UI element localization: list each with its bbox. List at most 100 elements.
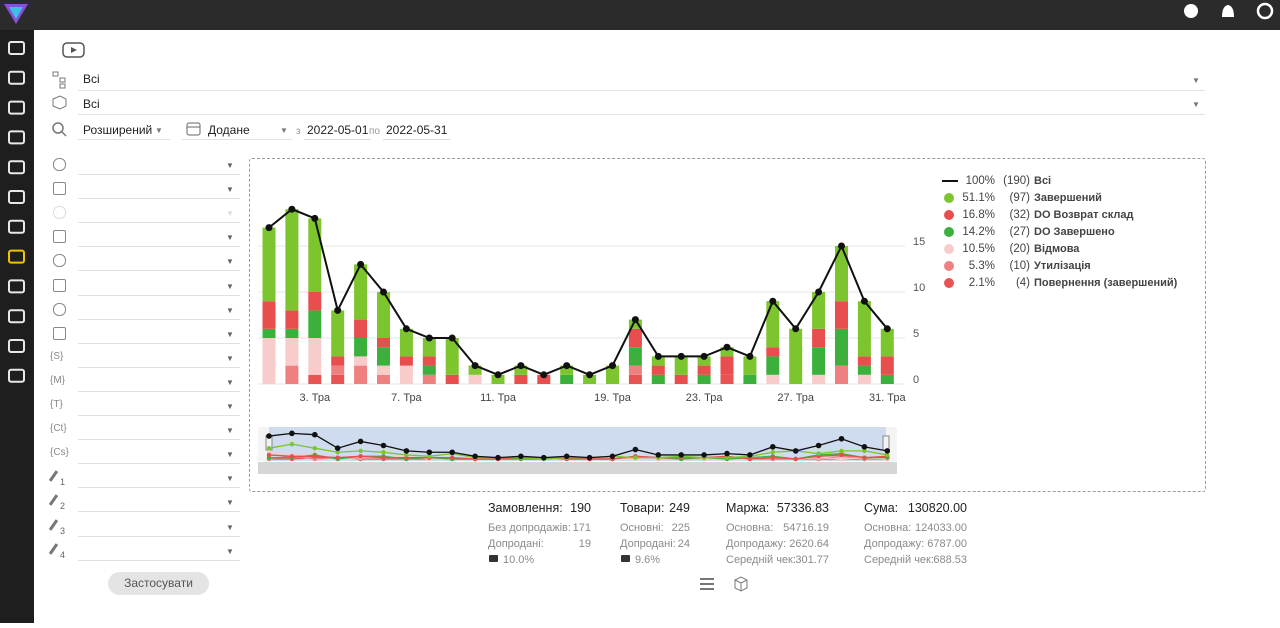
total-point [494, 371, 502, 379]
product-select[interactable]: Всі [83, 97, 100, 111]
navigator-point [770, 455, 775, 460]
bar-segment [857, 374, 871, 384]
bar-segment [628, 374, 642, 384]
nav-icon[interactable] [8, 309, 25, 324]
dropdown-arrow[interactable]: ▼ [226, 233, 234, 243]
x-tick-label: 11. Тра [480, 392, 517, 404]
scope-select[interactable]: Всі [83, 72, 100, 86]
bar-segment [285, 338, 299, 366]
nav-icon[interactable] [8, 279, 25, 294]
list-icon[interactable] [700, 578, 714, 590]
dropdown-arrow[interactable]: ▼ [226, 185, 234, 195]
bar-segment [766, 347, 780, 357]
dropdown-arrow[interactable]: ▼ [226, 402, 234, 411]
nav-icon[interactable] [8, 160, 25, 175]
dropdown-arrow[interactable]: ▼ [226, 522, 234, 532]
dropdown-arrow[interactable]: ▼ [226, 474, 234, 484]
nav-icon[interactable] [8, 190, 25, 204]
navigator-point [815, 442, 822, 449]
nav-icon[interactable] [8, 130, 25, 145]
navigator-point [563, 453, 570, 460]
total-point [265, 224, 273, 232]
dropdown-arrow[interactable]: ▼ [226, 353, 234, 363]
legend-name[interactable]: Повернення (завершений) [1034, 277, 1178, 289]
apply-button[interactable]: Застосувати [108, 572, 209, 595]
bell-icon[interactable] [1222, 5, 1234, 17]
dropdown-arrow[interactable]: ▼ [1192, 76, 1200, 85]
navigator-handle[interactable] [882, 435, 890, 451]
total-point [540, 371, 548, 379]
nav-icon[interactable] [8, 249, 25, 264]
profile-icon[interactable] [1184, 4, 1198, 18]
underline [78, 90, 1205, 91]
dropdown-arrow[interactable]: ▼ [226, 450, 234, 460]
bar-segment [377, 374, 390, 384]
nav-icon[interactable] [8, 100, 25, 115]
bar-segment [308, 374, 322, 384]
x-tick-label: 3. Тра [300, 392, 331, 404]
legend-name[interactable]: DO Возврат склад [1034, 209, 1133, 221]
dropdown-arrow[interactable]: ▼ [226, 281, 234, 291]
bar-segment [812, 328, 826, 348]
bar-segment [331, 374, 345, 384]
dropdown-arrow[interactable]: ▼ [226, 546, 234, 556]
legend-name[interactable]: Всі [1034, 175, 1051, 187]
bar-segment [514, 365, 528, 375]
legend-name[interactable]: DO Завершено [1034, 226, 1115, 238]
date-from[interactable]: 2022-05-01 [304, 123, 372, 140]
total-point [815, 288, 823, 296]
nav-icon[interactable] [8, 368, 25, 383]
filter-icon-label: {Cs} [50, 447, 69, 459]
nav-icon[interactable] [8, 219, 25, 234]
bar-segment [835, 246, 848, 302]
bar-segment [720, 374, 734, 384]
dropdown-arrow[interactable]: ▼ [226, 498, 234, 508]
dropdown-arrow[interactable]: ▼ [226, 329, 234, 339]
date-to[interactable]: 2022-05-31 [383, 123, 451, 140]
dropdown-arrow[interactable]: ▼ [226, 161, 234, 170]
bar-segment [331, 310, 345, 357]
dropdown-arrow[interactable]: ▼ [226, 305, 234, 315]
video-button[interactable] [62, 42, 86, 59]
support-icon[interactable] [1256, 2, 1274, 20]
navigator-point [266, 433, 272, 439]
bar-segment [812, 292, 826, 329]
bar-segment [766, 301, 780, 348]
dropdown-arrow[interactable]: ▼ [226, 209, 234, 219]
legend-share: 51.1% [962, 192, 995, 204]
search-mode-select[interactable]: Розширений [83, 123, 153, 137]
navigator-point [792, 448, 799, 454]
box-icon[interactable] [734, 576, 748, 592]
dropdown-arrow[interactable]: ▼ [226, 426, 234, 436]
legend-share: 14.2% [962, 226, 995, 238]
navigator-point [678, 452, 684, 458]
total-point [631, 316, 639, 324]
legend-name[interactable]: Утилізація [1034, 260, 1091, 272]
dropdown-arrow[interactable]: ▼ [226, 377, 234, 387]
nav-icon[interactable] [8, 70, 25, 85]
summary-value: 249 [669, 501, 690, 515]
legend-name[interactable]: Відмова [1034, 243, 1080, 255]
nav-icon[interactable] [8, 339, 25, 353]
legend-marker [944, 210, 954, 220]
summary-row-value: 6787.00 [927, 538, 967, 550]
dropdown-arrow[interactable]: ▼ [155, 126, 163, 135]
bar-segment [331, 365, 345, 375]
filter-icon [53, 326, 66, 340]
summary-row-value: 2620.64 [789, 538, 829, 550]
legend-name[interactable]: Завершений [1034, 192, 1102, 204]
date-field-select[interactable]: Додане [208, 123, 250, 137]
dropdown-arrow[interactable]: ▼ [226, 257, 234, 267]
summary-row-value: 124033.00 [915, 522, 967, 534]
navigator-point [266, 452, 272, 458]
summary-row-value: 19 [578, 538, 591, 550]
navigator-scrollbar[interactable] [258, 462, 897, 474]
nav-icon[interactable] [8, 41, 25, 55]
bar-segment [262, 328, 276, 338]
total-point [517, 362, 525, 370]
total-point [746, 352, 754, 360]
dropdown-arrow[interactable]: ▼ [1192, 100, 1200, 109]
bar-segment [331, 356, 345, 366]
navigator-point [861, 444, 868, 450]
dropdown-arrow[interactable]: ▼ [280, 126, 288, 135]
